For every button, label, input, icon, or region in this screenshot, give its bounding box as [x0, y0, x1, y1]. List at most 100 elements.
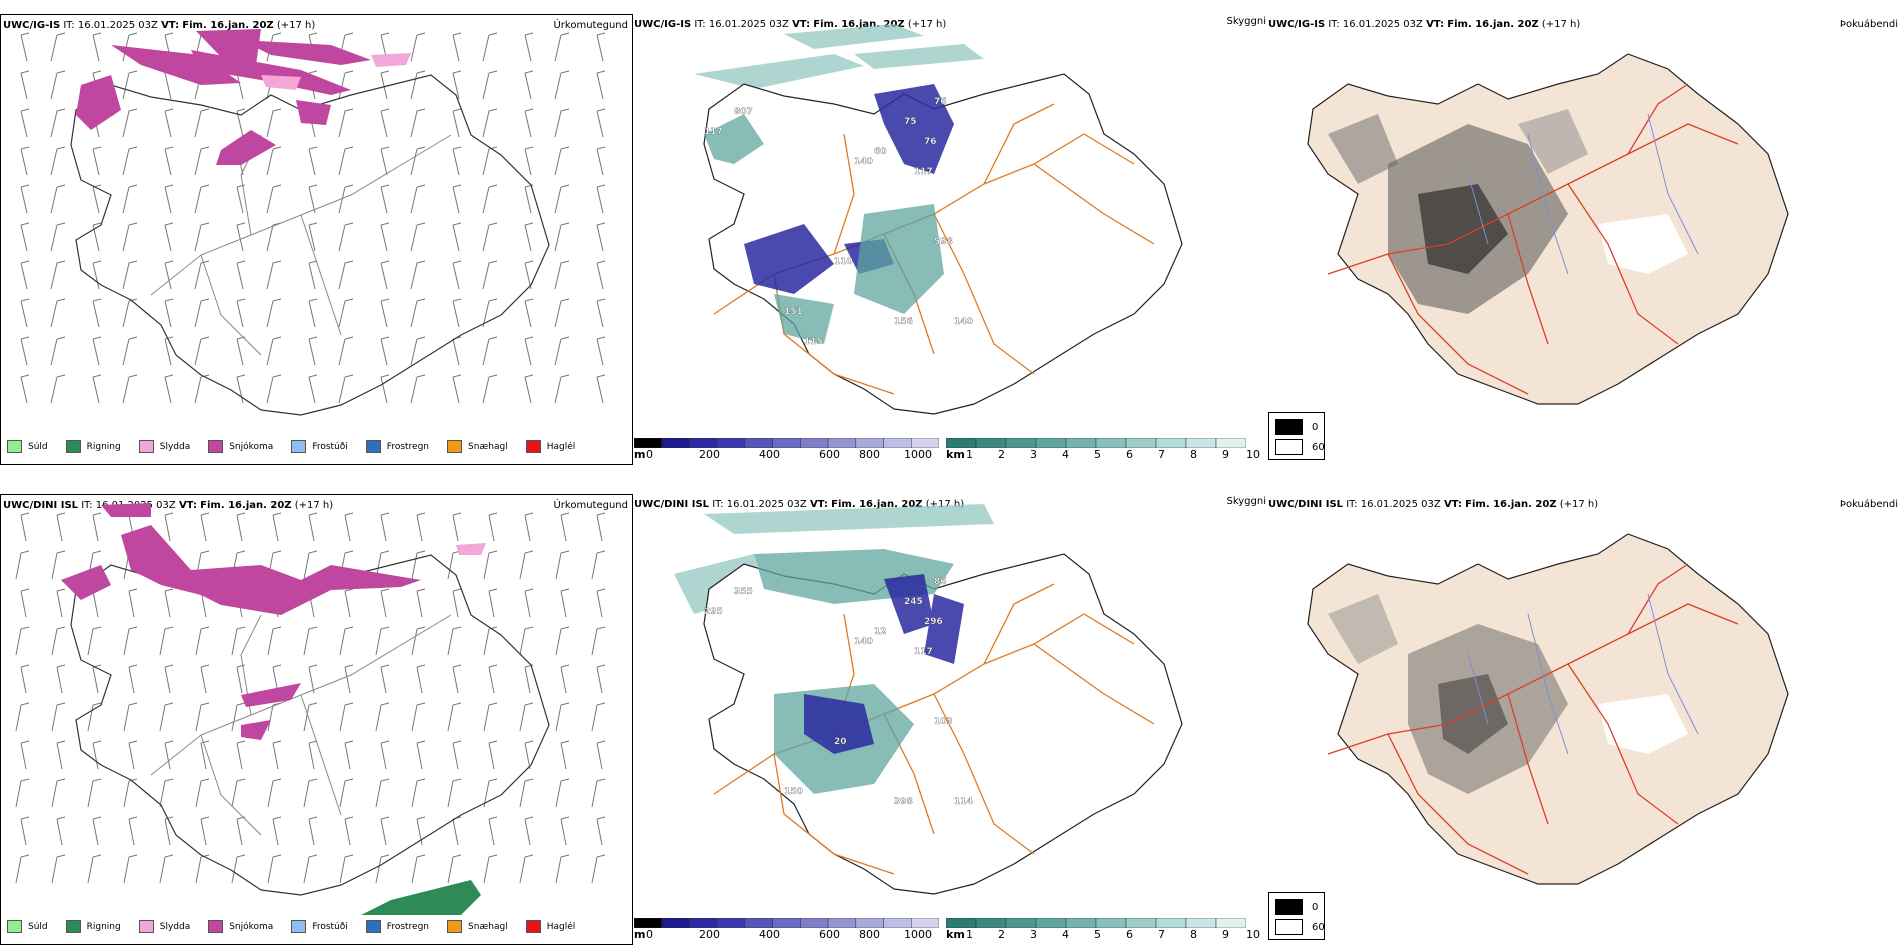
- wind-barb: [50, 260, 66, 290]
- road-network: [713, 583, 1155, 875]
- wind-barb: [56, 664, 66, 694]
- colorbar-segment: [634, 438, 662, 448]
- wind-barb: [482, 184, 498, 214]
- precip-map: [15, 503, 606, 915]
- wind-barb: [303, 626, 318, 656]
- wind-barb: [554, 146, 570, 176]
- wind-barb: [56, 816, 66, 846]
- valid-label: VT:: [792, 19, 811, 30]
- wind-barb: [50, 298, 66, 328]
- ceiling-label: 110: [834, 257, 853, 267]
- wind-barb: [524, 588, 534, 618]
- wind-barb: [554, 260, 570, 290]
- wind-barb: [266, 260, 282, 290]
- wind-barb: [308, 336, 318, 366]
- wind-barb: [524, 146, 534, 176]
- wind-barb: [128, 740, 138, 770]
- visibility-tick: 6: [1126, 448, 1133, 461]
- colorbar-segment: [1125, 918, 1157, 928]
- visibility-colorbar: km 1 2 3 4 5 6 7 8 9 10: [946, 918, 1260, 945]
- colorbar-segment: [911, 918, 939, 928]
- cloud-map: 807 117 76 75 76 60 117 140 598 110 156 140 151 115: [694, 24, 1183, 415]
- lead-time: (+17 h): [276, 20, 316, 31]
- wind-barb: [447, 778, 462, 808]
- ceiling-label: 598: [934, 237, 953, 247]
- visibility-tick: 8: [1190, 928, 1197, 941]
- wind-barb: [380, 512, 390, 542]
- fog-title-row1: UWC/IG-IS IT: 16.01.2025 03Z VT: Fim. 16…: [1268, 19, 1580, 30]
- wind-barb: [344, 816, 354, 846]
- ceiling-tick: 600: [819, 448, 840, 461]
- wind-barb: [560, 512, 570, 542]
- ceiling-label: 117: [704, 127, 723, 137]
- wind-barb: [164, 336, 174, 366]
- wind-barb: [266, 222, 282, 252]
- ceiling-label: 150: [784, 787, 803, 797]
- wind-barbs: [15, 512, 606, 884]
- valid-time: Fim. 16.jan. 20Z: [1465, 499, 1557, 510]
- product-name: Úrkomutegund: [553, 500, 628, 511]
- visibility-tick: 10: [1246, 928, 1260, 941]
- legend-snow-pellets: Snæhagl: [447, 440, 508, 453]
- legend-snow-swatch: [208, 920, 224, 933]
- visibility-tick: 7: [1158, 928, 1165, 941]
- wind-barb: [596, 588, 606, 618]
- wind-barb: [122, 336, 138, 366]
- valid-time: Fim. 16.jan. 20Z: [200, 500, 292, 511]
- wind-barb: [15, 854, 30, 884]
- wind-barb: [519, 778, 534, 808]
- wind-barb: [50, 108, 66, 138]
- legend-snow: Snjókoma: [208, 920, 273, 933]
- colorbar-segment: [883, 438, 912, 448]
- valid-time: Fim. 16.jan. 20Z: [1447, 19, 1539, 30]
- wind-barb: [555, 778, 570, 808]
- ceiling-label: 140: [854, 637, 873, 647]
- wind-barb: [122, 184, 138, 214]
- wind-barb: [164, 816, 174, 846]
- wind-barb: [122, 260, 138, 290]
- fog-panel-row1: UWC/IG-IS IT: 16.01.2025 03Z VT: Fim. 16…: [1268, 14, 1900, 465]
- glacier-clear: [1598, 694, 1688, 754]
- wind-barb: [159, 854, 174, 884]
- fog-panel-row2: UWC/DINI ISL IT: 16.01.2025 03Z VT: Fim.…: [1268, 494, 1900, 945]
- wind-barb: [87, 778, 102, 808]
- colorbar-segment: [975, 918, 1007, 928]
- ceiling-label: 86: [934, 577, 947, 587]
- wind-barb: [338, 260, 354, 290]
- wind-barb: [411, 702, 426, 732]
- wind-barb: [50, 184, 66, 214]
- wind-barb: [596, 70, 606, 100]
- wind-barb: [50, 70, 66, 100]
- wind-barb: [482, 260, 498, 290]
- wind-barb: [447, 550, 462, 580]
- wind-barb: [591, 854, 606, 884]
- wind-barb: [122, 374, 138, 404]
- wind-barb: [164, 146, 174, 176]
- colorbar-segment: [772, 438, 801, 448]
- wind-barb: [308, 374, 318, 404]
- legend-freezing-rain-swatch: [365, 440, 381, 453]
- wind-barb: [554, 222, 570, 252]
- ceiling-tick: 200: [699, 928, 720, 941]
- visibility-tick: 10: [1246, 448, 1260, 461]
- colorbar-segment: [689, 438, 718, 448]
- wind-barb: [303, 550, 318, 580]
- wind-barb: [20, 222, 30, 252]
- init-time: IT: 16.01.2025 03Z: [694, 19, 789, 30]
- wind-barb: [380, 664, 390, 694]
- wind-barb: [483, 854, 498, 884]
- ceiling-tick: 0: [646, 448, 653, 461]
- colorbar-segment: [1035, 438, 1067, 448]
- legend-snow-pellets-swatch: [447, 440, 463, 453]
- wind-barb: [488, 664, 498, 694]
- wind-barb: [411, 778, 426, 808]
- wind-barb: [236, 816, 246, 846]
- wind-barb: [15, 778, 30, 808]
- wind-barb: [15, 702, 30, 732]
- wind-barb: [375, 626, 390, 656]
- wind-barb: [555, 550, 570, 580]
- wind-barb: [410, 32, 426, 62]
- wind-barb: [303, 702, 318, 732]
- wind-barb: [50, 32, 66, 62]
- init-time: IT: 16.01.2025 03Z: [63, 20, 158, 31]
